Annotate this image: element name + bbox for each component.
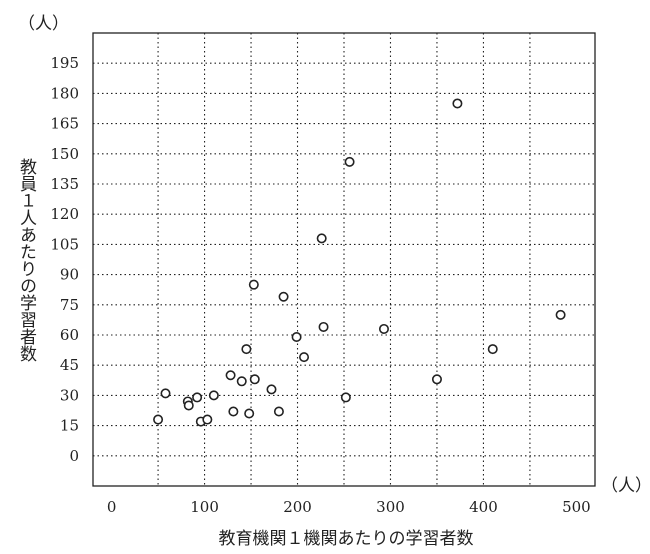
y-unit-label: （人） [18,14,69,34]
y-tick-label: 45 [60,356,79,374]
x-unit-label: （人） [601,476,650,496]
x-tick-label: 400 [469,498,498,516]
data-point [208,390,219,401]
data-point [228,406,239,417]
y-tick-labels: 0 15 30 45 60 75 90 105 120 135 150 165 180 195 [50,54,79,465]
x-axis-label: 教育機関１機関あたりの学習者数 [219,529,474,549]
y-tick-label: 120 [50,205,79,223]
data-point [378,323,389,334]
plot-frame [92,32,596,487]
y-tick-label: 90 [60,266,79,284]
y-tick-label: 165 [50,115,79,133]
x-tick-label: 0 [107,498,117,516]
y-tick-label: 30 [60,386,79,404]
data-point [192,392,203,403]
data-point [244,408,255,419]
data-point [266,384,277,395]
y-tick-label: 150 [50,145,79,163]
data-point [291,332,302,343]
data-point [278,291,289,302]
data-points [153,98,566,427]
data-point [153,414,164,425]
x-tick-labels: 0 100 200 300 400 500 [107,498,591,516]
data-point [316,233,327,244]
y-tick-label: 75 [60,296,79,314]
data-point [225,370,236,381]
data-point [160,388,171,399]
y-tick-label: 135 [50,175,79,193]
y-tick-label: 195 [50,54,79,72]
y-tick-label: 15 [60,417,79,435]
data-point [487,344,498,355]
data-point [236,376,247,387]
x-tick-label: 200 [283,498,312,516]
data-point [431,374,442,385]
data-point [202,414,213,425]
y-tick-label: 0 [69,447,79,465]
data-point [452,98,463,109]
data-point [248,279,259,290]
data-point [299,352,310,363]
y-axis-label: 教員１人あたりの学習者数 [16,158,37,362]
x-tick-label: 300 [376,498,405,516]
data-point [344,156,355,167]
grid-lines [93,33,595,486]
y-tick-label: 180 [50,84,79,102]
data-point [340,392,351,403]
data-point [249,374,260,385]
x-tick-label: 100 [190,498,219,516]
x-tick-label: 500 [562,498,591,516]
data-point [318,321,329,332]
data-point [555,309,566,320]
y-tick-label: 60 [60,326,79,344]
y-tick-label: 105 [50,235,79,253]
data-point [273,406,284,417]
data-point [241,344,252,355]
data-point [183,400,194,411]
